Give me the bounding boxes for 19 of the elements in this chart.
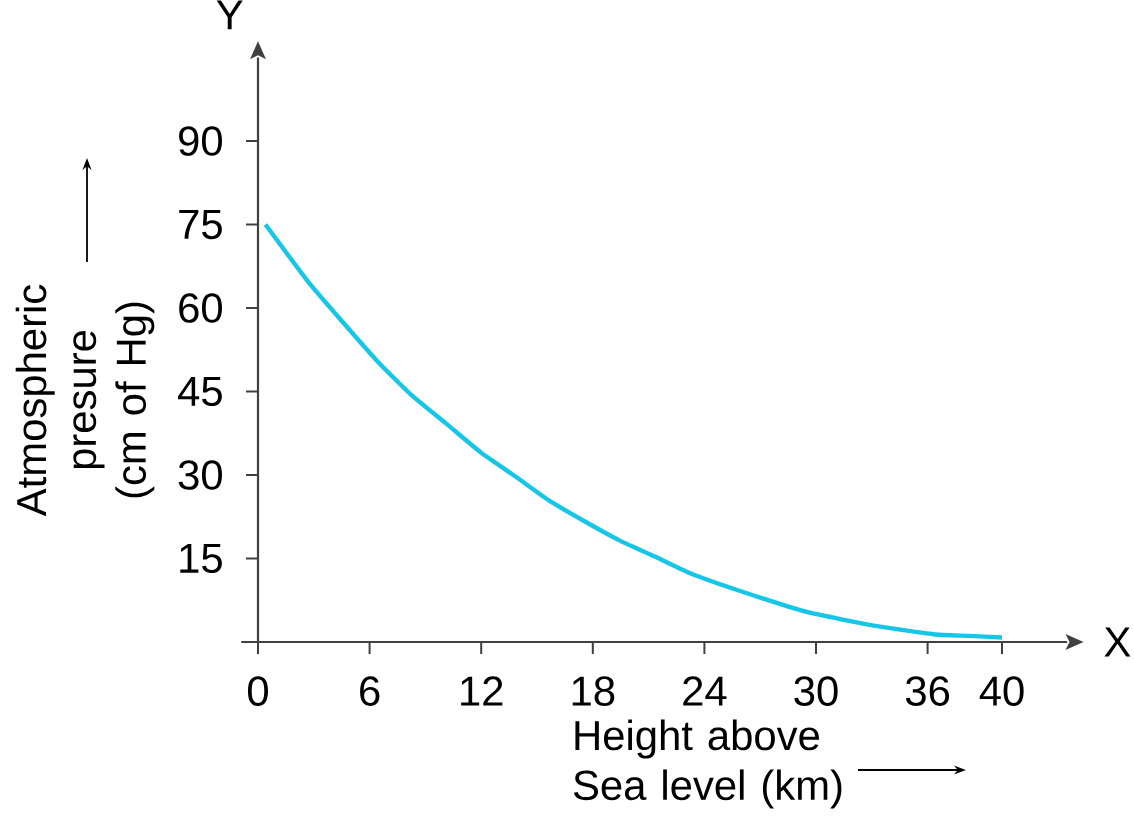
text: Y xyxy=(216,0,243,30)
y-tick-label: 45 xyxy=(178,376,222,407)
y-tick-label: 30 xyxy=(178,460,222,490)
line-series xyxy=(263,222,1005,640)
x-tick-label: 12 xyxy=(461,676,503,706)
x-tick-label: 30 xyxy=(794,676,838,706)
x-tick-label: 40 xyxy=(979,676,1024,706)
x-tick-label: 36 xyxy=(905,676,950,706)
x-axis-title: Height above Sea level (km) xyxy=(573,719,842,809)
x-tick-label: 18 xyxy=(572,676,615,706)
y-axis-title: Atmospheric presure (cm of Hg) xyxy=(15,284,155,517)
x-tick-label: 0 xyxy=(247,676,268,706)
y-tick-label: 60 xyxy=(179,293,222,323)
y-tick-label: 15 xyxy=(180,543,222,574)
y-tick-label: 75 xyxy=(179,209,222,240)
x-tick-label: 6 xyxy=(360,676,380,706)
text: X xyxy=(1104,627,1131,657)
x-tick-label: 24 xyxy=(683,676,727,706)
y-tick-label: 90 xyxy=(179,126,222,156)
